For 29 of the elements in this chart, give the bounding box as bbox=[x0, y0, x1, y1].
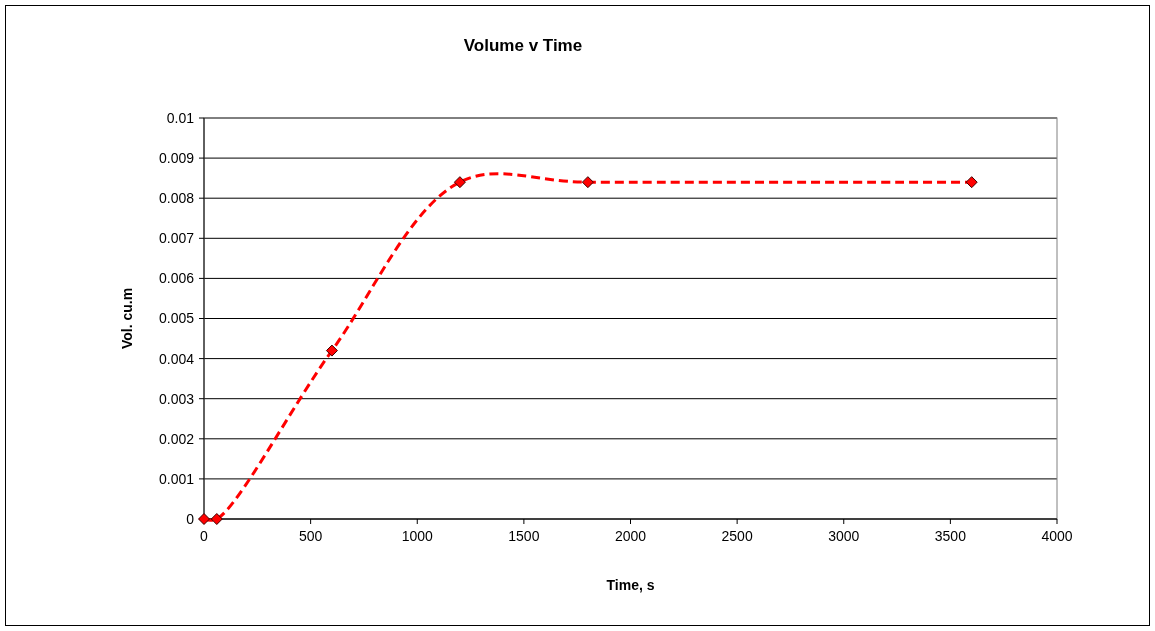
point bbox=[325, 344, 338, 357]
x-tick-label: 3000 bbox=[828, 528, 860, 544]
y-tick-label: 0.003 bbox=[158, 390, 195, 407]
chart-title: Volume v Time bbox=[463, 36, 583, 55]
y-tick-label: 0.004 bbox=[158, 350, 195, 367]
y-tick-label: 0.008 bbox=[158, 190, 195, 207]
y-tick-label: 0.006 bbox=[158, 270, 195, 287]
x-tick-label: 1500 bbox=[508, 528, 540, 544]
x-tick-label: 2500 bbox=[721, 528, 753, 544]
x-tick-label: 3500 bbox=[934, 528, 967, 544]
y-axis-title: Vol. cu.m bbox=[119, 287, 135, 350]
y-tick-label: 0.009 bbox=[158, 150, 195, 166]
y-tick-label: 0.001 bbox=[158, 470, 195, 487]
x-tick-label: 2000 bbox=[614, 528, 647, 544]
point bbox=[453, 176, 466, 189]
point bbox=[198, 513, 210, 525]
x-tick-label: 4000 bbox=[1041, 528, 1073, 544]
y-tick-label: 0.005 bbox=[158, 310, 195, 327]
y-tick-label: 0.01 bbox=[166, 109, 195, 126]
point bbox=[581, 176, 594, 189]
x-tick-label: 500 bbox=[298, 528, 323, 544]
y-tick-label: 0 bbox=[186, 510, 195, 527]
point bbox=[965, 176, 978, 189]
x-tick-label: 1000 bbox=[401, 528, 434, 544]
x-axis-title: Time, s bbox=[606, 577, 655, 593]
x-tick-label: 0 bbox=[200, 528, 209, 544]
y-tick-label: 0.002 bbox=[158, 430, 195, 447]
point bbox=[210, 513, 223, 525]
y-tick-label: 0.007 bbox=[158, 230, 195, 247]
